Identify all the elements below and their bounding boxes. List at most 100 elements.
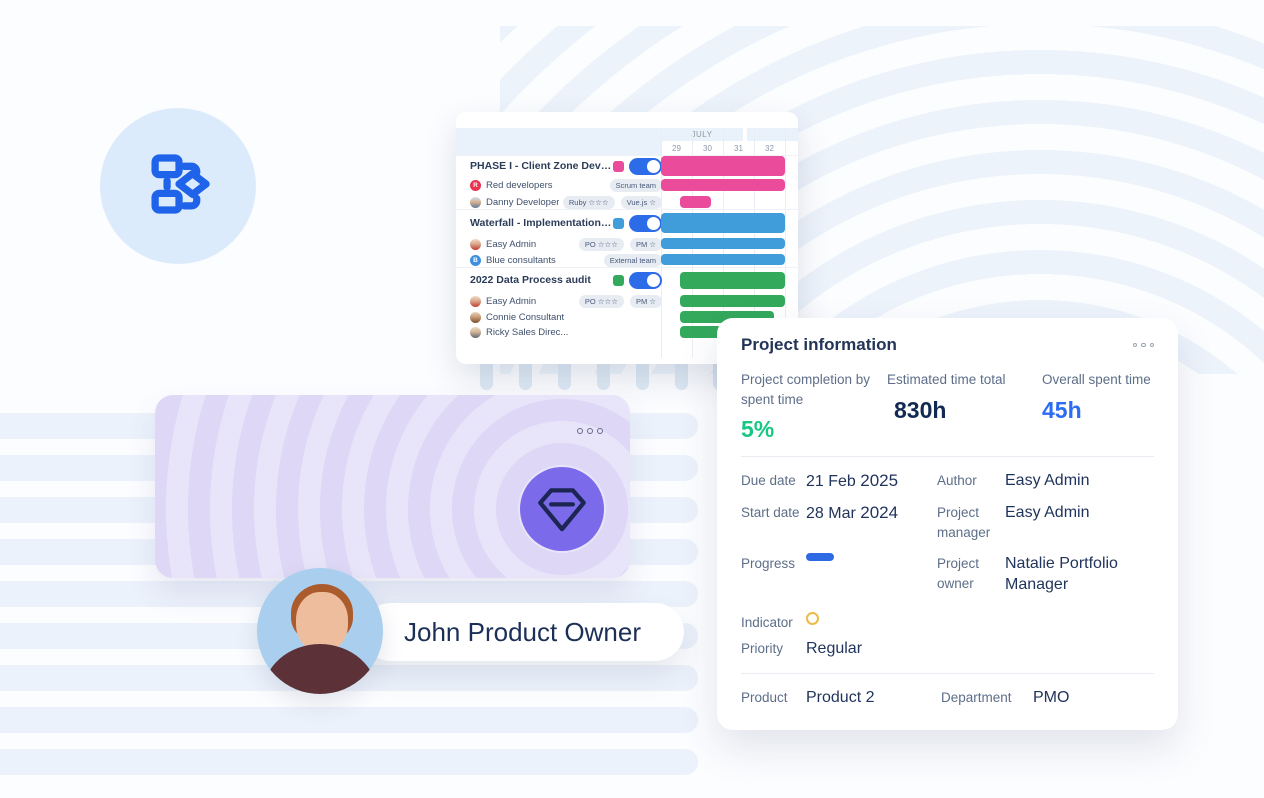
due-date-value: 21 Feb 2025 (806, 471, 899, 491)
gantt-bar[interactable] (680, 326, 722, 338)
toggle-knob (647, 159, 660, 173)
task-color-swatch (613, 160, 624, 172)
skill-tag: PO ☆☆☆ (578, 237, 624, 251)
gantt-row-blue-consultants[interactable]: B Blue consultants External team (470, 252, 662, 268)
stat-estimated: Estimated time total 830h (887, 370, 1042, 443)
task-label: PHASE I - Client Zone Develo... (470, 160, 613, 172)
workflow-icon (126, 132, 230, 241)
assignee-label: Connie Consultant (486, 311, 565, 323)
progress-fill (806, 552, 834, 561)
stat-completion: Project completion by spent time 5% (741, 370, 887, 443)
divider (741, 456, 1154, 458)
project-information-card: Project information Project completion b… (717, 318, 1178, 730)
field-label: Project manager (937, 505, 991, 541)
gantt-bar[interactable] (661, 179, 785, 191)
field-label: Priority (741, 641, 784, 656)
kebab-menu[interactable] (577, 428, 603, 434)
user-avatar (470, 326, 481, 338)
project-manager-value: Easy Admin (1005, 504, 1090, 522)
gantt-row-2022-audit[interactable]: 2022 Data Process audit (470, 269, 662, 291)
gantt-day-label: 30 (703, 144, 712, 153)
kebab-menu[interactable] (1132, 342, 1154, 348)
assignee-label: Ricky Sales Direc... (486, 326, 569, 338)
group-separator (456, 267, 798, 268)
project-owner-value: Natalie Portfolio Manager (1005, 554, 1118, 594)
stat-label: Project completion by spent time (741, 372, 871, 407)
group-avatar: R (470, 179, 481, 191)
assignee-label: Red developers (486, 179, 553, 191)
gantt-row-phase1[interactable]: PHASE I - Client Zone Develo... (470, 156, 662, 176)
gantt-bar[interactable] (680, 196, 711, 208)
gantt-row-danny-developer[interactable]: Danny Developer Ruby ☆☆☆ Vue.js ☆ (470, 194, 662, 210)
stat-value: 830h (894, 396, 947, 423)
gantt-header-left (456, 128, 661, 155)
gantt-bar[interactable] (680, 272, 785, 289)
task-toggle[interactable] (629, 157, 662, 175)
field-label: Due date (741, 473, 796, 489)
user-avatar (470, 295, 481, 307)
user-avatar (470, 196, 481, 208)
gantt-row-connie-consultant[interactable]: Connie Consultant (470, 309, 662, 325)
gantt-bar[interactable] (661, 156, 785, 176)
department-value: PMO (1033, 688, 1070, 706)
priority-value: Regular (806, 640, 863, 657)
milestone-gem-icon (520, 467, 604, 551)
author-value: Easy Admin (1005, 472, 1090, 490)
field-label: Indicator (741, 614, 793, 630)
gantt-row-easy-admin[interactable]: Easy Admin PO ☆☆☆ PM ☆ (470, 236, 662, 252)
stat-spent: Overall spent time 45h (1042, 370, 1151, 443)
workflow-badge (100, 108, 256, 264)
background-stripe (0, 707, 698, 733)
gantt-card: JULY 29 30 31 32 PHASE I - Client Zone D… (456, 112, 798, 364)
skill-tag: PO ☆☆☆ (578, 294, 624, 308)
gantt-bar[interactable] (661, 254, 785, 265)
field-label: Author (937, 473, 977, 489)
team-tag: External team (603, 253, 662, 267)
group-avatar: B (470, 254, 481, 266)
field-label: Product (741, 689, 788, 705)
gantt-bar[interactable] (680, 295, 785, 307)
assignee-label: Easy Admin (486, 238, 537, 250)
task-toggle[interactable] (629, 214, 662, 232)
grid-line (456, 155, 798, 156)
field-label: Start date (741, 505, 800, 521)
owner-name: John Product Owner (404, 616, 642, 647)
grid-line (785, 128, 786, 358)
user-avatar (470, 238, 481, 250)
toggle-knob (647, 216, 660, 230)
gantt-row-waterfall[interactable]: Waterfall - Implementation of IS (470, 212, 662, 234)
gantt-row-red-developers[interactable]: R Red developers Scrum team (470, 177, 662, 193)
toggle-knob (647, 273, 660, 287)
product-value: Product 2 (806, 688, 875, 706)
gantt-row-ricky-sales[interactable]: Ricky Sales Direc... (470, 324, 662, 340)
gantt-bar[interactable] (661, 238, 785, 249)
team-tag: Scrum team (609, 178, 662, 192)
skill-tag: Ruby ☆☆☆ (562, 195, 615, 209)
field-label: Progress (741, 555, 796, 571)
user-avatar (470, 311, 481, 323)
divider (741, 672, 1154, 674)
assignee-label: Easy Admin (486, 295, 537, 307)
task-color-swatch (613, 217, 624, 229)
gantt-bar[interactable] (661, 213, 785, 233)
assignee-label: Danny Developer (486, 196, 560, 208)
field-label: Project owner (937, 555, 980, 591)
skill-tag: Vue.js ☆ (620, 195, 662, 209)
stat-label: Estimated time total (887, 372, 1006, 387)
indicator-ring-icon (806, 611, 1154, 633)
stat-value: 5% (741, 416, 775, 443)
background-stripe (0, 749, 698, 775)
project-card-title: Project information (741, 335, 897, 354)
progress-bar-cell (806, 552, 937, 596)
owner-avatar (257, 568, 383, 694)
gantt-row-easy-admin-2[interactable]: Easy Admin PO ☆☆☆ PM ☆ (470, 293, 662, 309)
avatar-face (296, 592, 348, 652)
task-toggle[interactable] (629, 271, 662, 289)
stat-label: Overall spent time (1042, 372, 1151, 387)
start-date-value: 28 Mar 2024 (806, 503, 899, 523)
gantt-day-label: 29 (672, 144, 681, 153)
gantt-day-label: 31 (734, 144, 743, 153)
task-label: Waterfall - Implementation of IS (470, 217, 613, 229)
owner-chip: John Product Owner (362, 603, 684, 661)
